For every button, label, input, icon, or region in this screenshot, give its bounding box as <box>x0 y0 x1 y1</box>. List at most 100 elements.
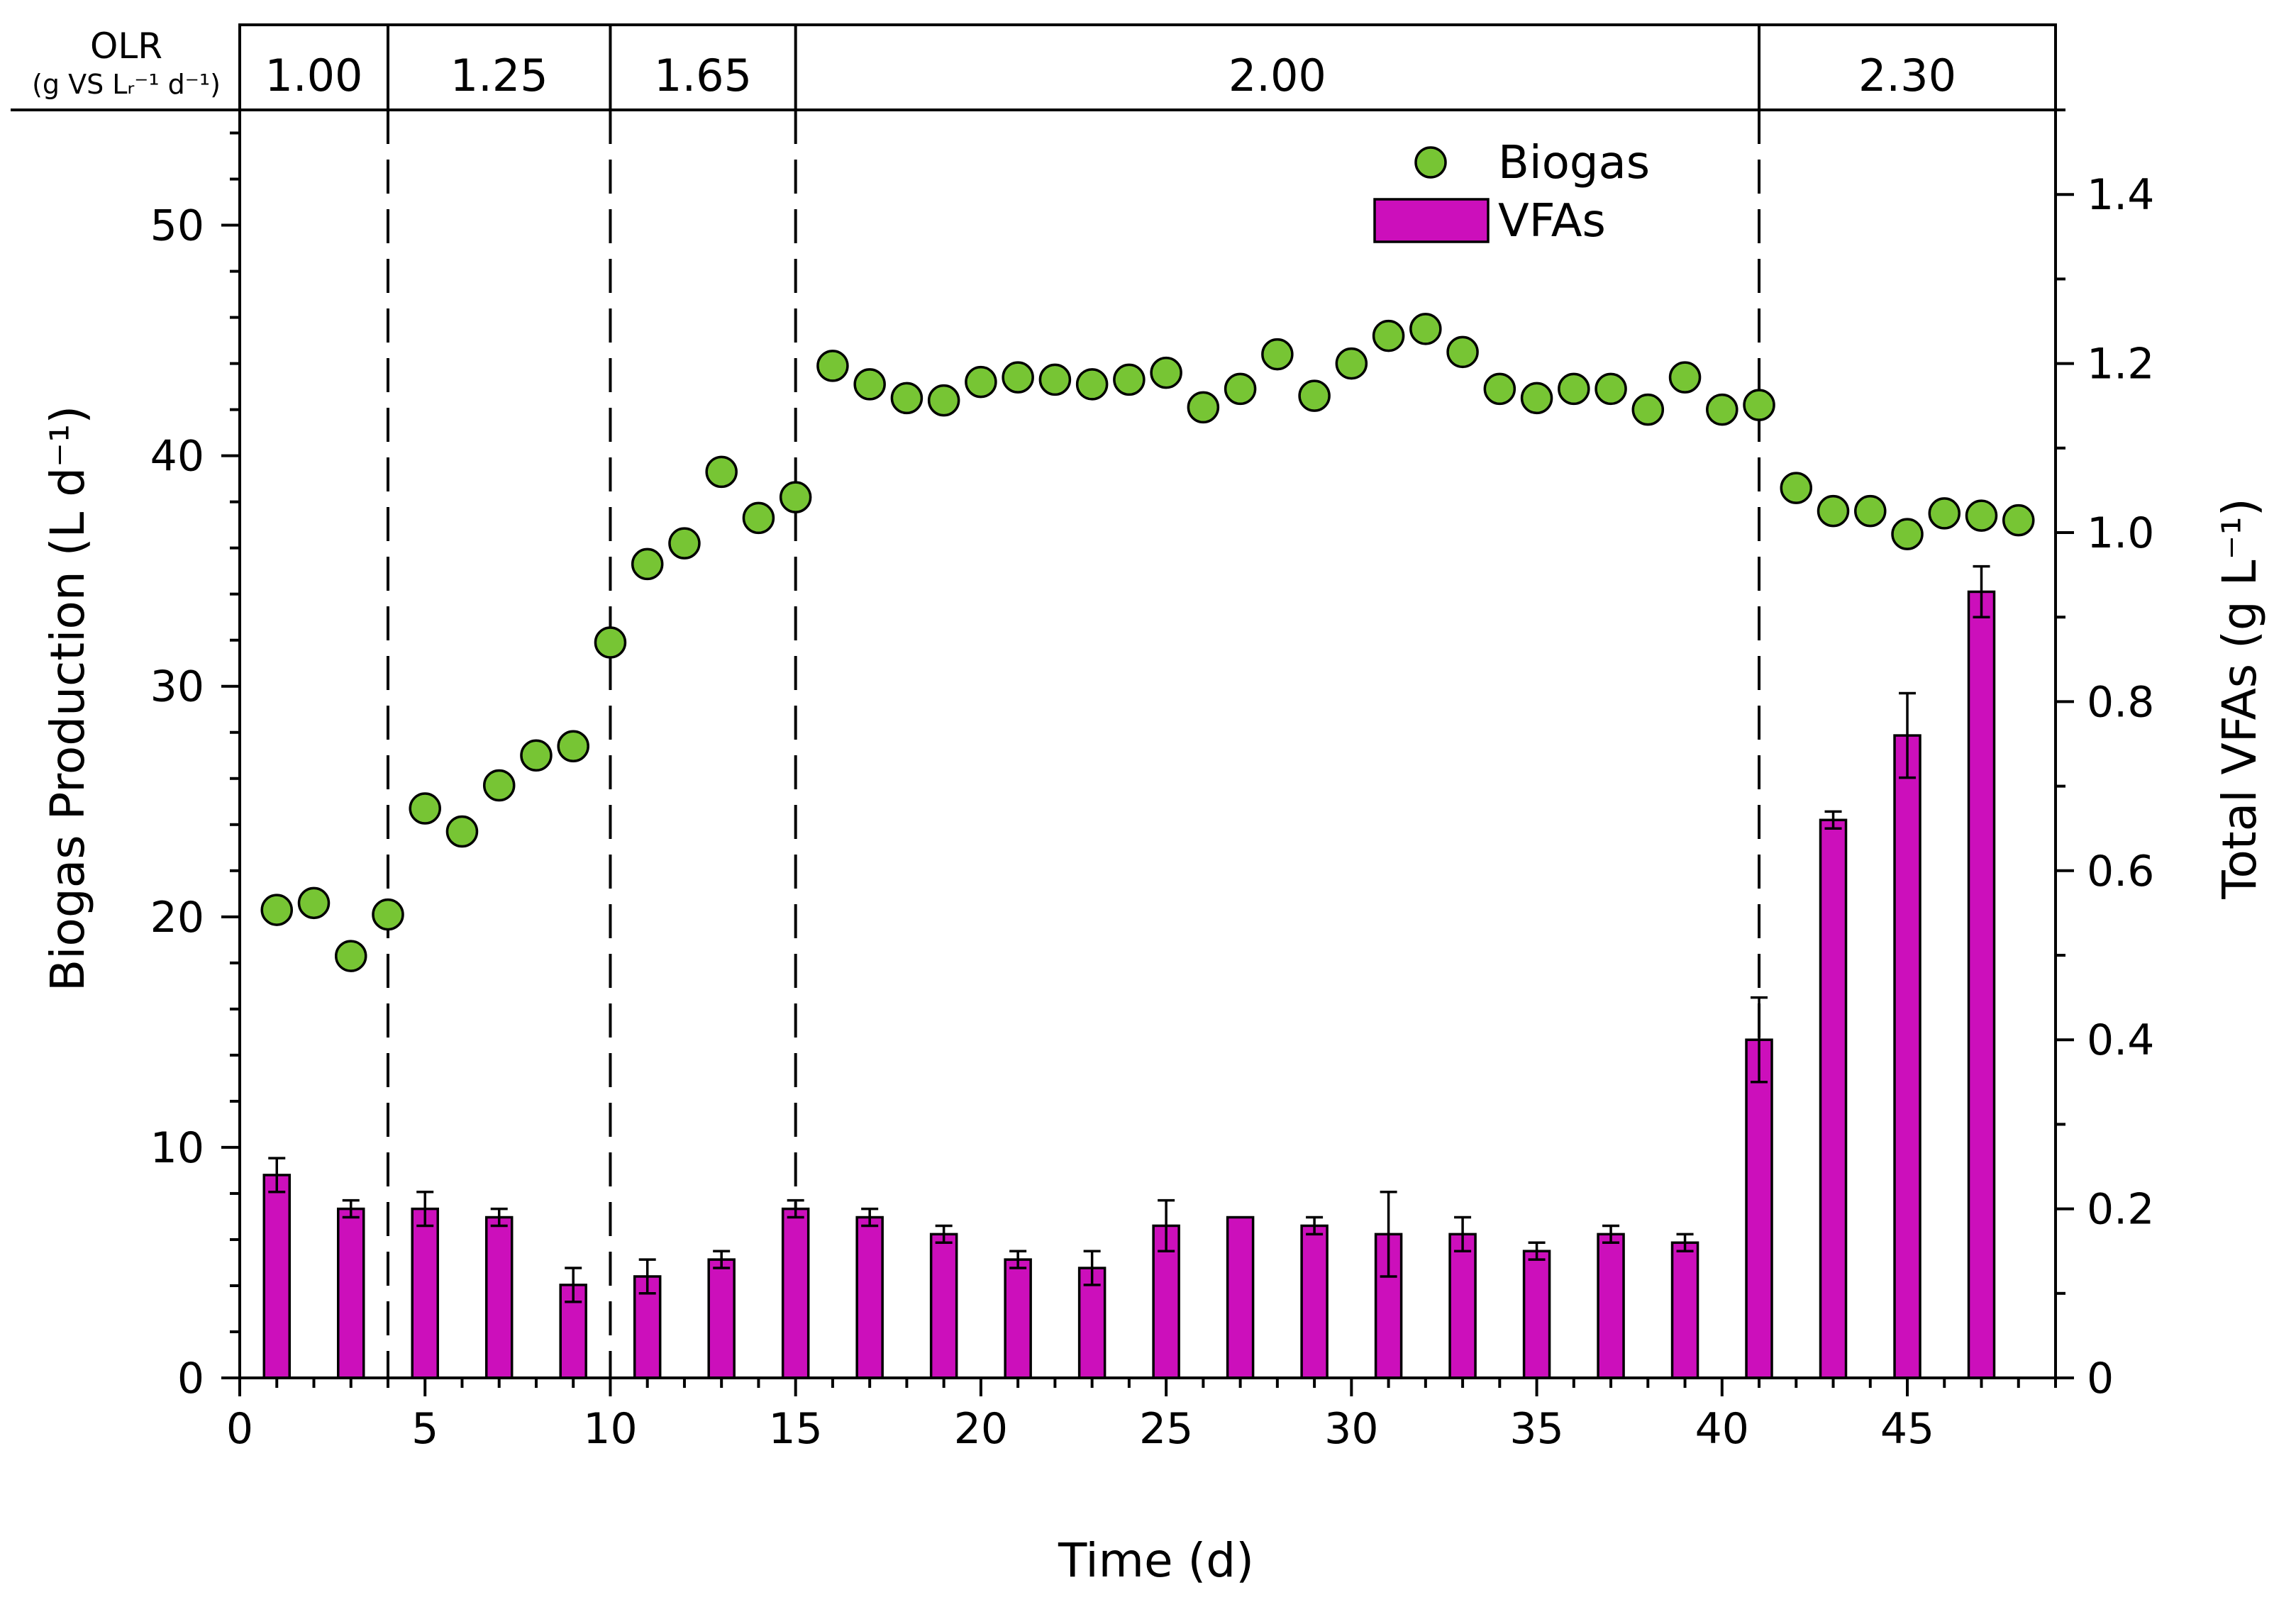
y-right-tick-label: 0.4 <box>2087 1016 2154 1065</box>
biogas-point <box>668 527 701 560</box>
biogas-point <box>297 886 331 920</box>
olr-segment-value: 1.00 <box>265 50 362 101</box>
biogas-point <box>1706 393 1738 426</box>
legend-vfas-label: VFAs <box>1498 195 1606 247</box>
biogas-point <box>1224 372 1257 406</box>
biogas-point <box>1668 361 1702 394</box>
olr-segment-value: 2.30 <box>1858 50 1956 101</box>
biogas-point <box>1743 389 1775 421</box>
vfa-bars <box>262 564 1996 1379</box>
biogas-point <box>1002 361 1034 394</box>
olr-unit: (g VS Lᵣ⁻¹ d⁻¹) <box>32 69 221 100</box>
biogas-point <box>965 365 997 399</box>
biogas-point <box>853 368 886 401</box>
biogas-point <box>742 501 775 535</box>
biogas-point <box>372 898 404 931</box>
y-left-tick-label: 10 <box>150 1123 204 1173</box>
x-tick-label: 40 <box>1695 1404 1749 1454</box>
biogas-point <box>1113 363 1146 396</box>
vfa-bar <box>1819 818 1848 1379</box>
y-left-tick-label: 20 <box>150 893 204 942</box>
olr-label: OLR <box>90 26 162 67</box>
biogas-point <box>1965 499 1998 532</box>
vfa-bar <box>1300 1224 1329 1379</box>
vfa-bar <box>1522 1250 1551 1379</box>
biogas-point <box>1817 494 1850 528</box>
legend-vfas-swatch <box>1373 198 1490 243</box>
x-tick-label: 30 <box>1324 1404 1378 1454</box>
biogas-point <box>1780 472 1813 504</box>
vfa-bar <box>336 1207 365 1379</box>
biogas-point <box>1187 391 1220 424</box>
vfa-bar <box>411 1207 439 1379</box>
biogas-point <box>631 547 664 581</box>
biogas-points <box>260 313 2035 972</box>
y-left-tick-label: 40 <box>150 432 204 482</box>
legend: Biogas VFAs <box>1373 137 1650 247</box>
y-left-tick-label: 0 <box>177 1354 204 1403</box>
biogas-point <box>557 730 589 763</box>
vfa-bar <box>1077 1267 1107 1379</box>
x-tick-label: 0 <box>226 1404 253 1454</box>
vfa-bar <box>707 1258 736 1379</box>
biogas-point <box>1854 494 1887 528</box>
x-tick-label: 10 <box>583 1404 637 1454</box>
vfa-bar <box>1893 734 1921 1379</box>
y-left-tick-label: 30 <box>150 662 204 712</box>
olr-band: 1.00 1.25 1.65 2.00 2.30 <box>11 23 2057 111</box>
y-right-tick-label: 0.6 <box>2087 847 2154 896</box>
vfa-bar <box>262 1174 291 1379</box>
y-right-tick-label: 1.4 <box>2087 170 2154 220</box>
vfa-bar <box>1745 1038 1773 1379</box>
biogas-point <box>1891 518 1924 550</box>
y-right-tick-label: 0.2 <box>2087 1185 2154 1235</box>
y-left-axis-title: Biogas Production (L d⁻¹) <box>40 406 95 991</box>
olr-segment-value: 1.65 <box>654 50 752 101</box>
biogas-point <box>1558 372 1590 406</box>
vfa-bar <box>1448 1233 1477 1379</box>
biogas-point <box>1335 347 1368 380</box>
olr-band-frame <box>238 23 2057 111</box>
legend-biogas-marker <box>1414 146 1447 179</box>
x-tick-label: 5 <box>411 1404 438 1454</box>
legend-biogas-label: Biogas <box>1498 137 1650 189</box>
biogas-point <box>1446 335 1479 369</box>
biogas-point <box>409 792 441 825</box>
biogas-point <box>1298 379 1331 412</box>
biogas-point <box>1631 393 1665 426</box>
vfa-bar <box>929 1233 958 1379</box>
vfa-bar <box>1226 1216 1255 1379</box>
biogas-point <box>1075 368 1109 401</box>
vfa-bar <box>484 1216 514 1379</box>
x-tick-label: 15 <box>768 1404 822 1454</box>
biogas-point <box>1150 356 1182 389</box>
biogas-point <box>1038 363 1072 396</box>
vfa-bar <box>1004 1258 1032 1379</box>
vfa-bar <box>1597 1233 1625 1379</box>
biogas-point <box>890 382 924 415</box>
x-tick-label: 25 <box>1139 1404 1193 1454</box>
olr-segment-value: 2.00 <box>1229 50 1326 101</box>
y-right-tick-label: 0.8 <box>2087 677 2154 727</box>
x-axis-title: Time (d) <box>1058 1533 1254 1588</box>
biogas-point <box>594 626 627 659</box>
biogas-point <box>1409 313 1442 345</box>
vfa-bar <box>1670 1241 1699 1379</box>
biogas-point <box>260 894 293 926</box>
biogas-point <box>482 769 516 802</box>
vfa-bar <box>1967 590 1996 1379</box>
biogas-point <box>705 455 738 489</box>
phase-dividers <box>386 110 1761 1378</box>
biogas-point <box>2002 504 2035 537</box>
vfa-bar <box>781 1207 810 1379</box>
vfa-bar <box>855 1216 884 1379</box>
biogas-point <box>927 384 960 417</box>
x-tick-label: 35 <box>1509 1404 1563 1454</box>
biogas-point <box>1928 497 1961 530</box>
biogas-point <box>779 481 812 513</box>
biogas-point <box>816 350 849 382</box>
biogas-point <box>1595 372 1627 406</box>
y-right-axis-title: Total VFAs (g L⁻¹) <box>2212 498 2267 899</box>
y-right-tick-label: 0 <box>2087 1354 2114 1403</box>
